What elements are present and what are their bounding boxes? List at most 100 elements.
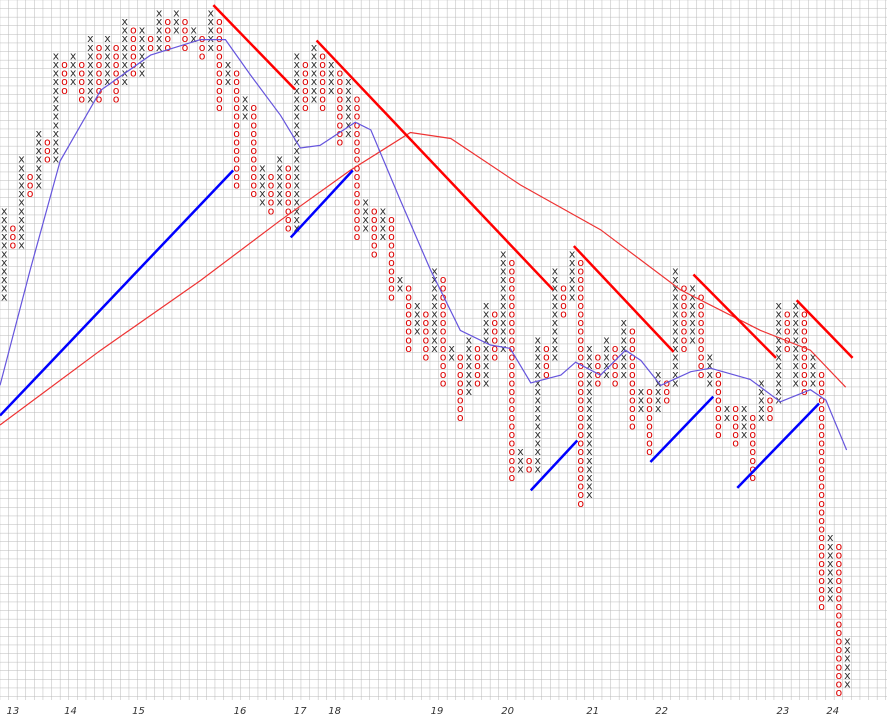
box-symbol: x [517, 454, 524, 467]
box-symbol: x [672, 325, 679, 338]
box-symbol: x [586, 351, 593, 364]
box-symbol: o [268, 187, 275, 200]
box-symbol: o [577, 385, 584, 398]
box-symbol: o [681, 282, 688, 295]
box-symbol: x [345, 101, 352, 114]
box-symbol: o [818, 480, 825, 493]
box-symbol: x [397, 282, 404, 295]
box-symbol: x [672, 376, 679, 389]
box-symbol: x [500, 342, 507, 355]
box-symbol: o [818, 428, 825, 441]
box-symbol: o [233, 144, 240, 157]
box-symbol: o [749, 462, 756, 475]
box-symbol: x [638, 394, 645, 407]
box-symbol: o [732, 402, 739, 415]
box-symbol: o [509, 394, 516, 407]
box-symbol: o [715, 368, 722, 381]
box-symbol: x [620, 351, 627, 364]
box-symbol: x [672, 290, 679, 303]
box-symbol: x [294, 67, 301, 80]
box-symbol: o [440, 308, 447, 321]
box-symbol: o [698, 342, 705, 355]
box-symbol: x [552, 308, 559, 321]
box-symbol: x [707, 368, 714, 381]
box-symbol: o [629, 333, 636, 346]
box-symbol: o [526, 462, 533, 475]
box-symbol: x [775, 325, 782, 338]
box-symbol: o [302, 75, 309, 88]
trend-line [212, 4, 296, 91]
box-symbol: o [10, 239, 17, 252]
box-symbol: x [603, 368, 610, 381]
box-symbol: x [810, 376, 817, 389]
box-symbol: o [577, 368, 584, 381]
box-symbol: x [259, 161, 266, 174]
box-symbol: x [793, 351, 800, 364]
box-symbol: x [620, 316, 627, 329]
box-symbol: o [543, 359, 550, 372]
box-symbol: o [577, 265, 584, 278]
box-symbol: x [569, 290, 576, 303]
box-symbol: x [431, 342, 438, 355]
box-symbol: x [758, 394, 765, 407]
box-symbol: o [577, 282, 584, 295]
x-tick-label: 17 [294, 706, 307, 717]
box-symbol: x [276, 153, 283, 166]
box-symbol: o [130, 67, 137, 80]
box-symbol: o [405, 308, 412, 321]
box-symbol: x [552, 273, 559, 286]
box-symbol: o [440, 351, 447, 364]
box-symbol: x [328, 75, 335, 88]
box-symbol: o [767, 402, 774, 415]
box-symbol: o [646, 437, 653, 450]
box-symbol: x [569, 273, 576, 286]
box-symbol: o [336, 67, 343, 80]
box-symbol: o [767, 394, 774, 407]
box-symbol: o [422, 342, 429, 355]
box-symbol: x [311, 92, 318, 105]
box-symbol: o [285, 196, 292, 209]
box-symbol: o [130, 32, 137, 45]
box-symbol: x [1, 239, 8, 252]
box-symbol: o [336, 110, 343, 123]
box-symbol: o [457, 359, 464, 372]
box-symbol: o [577, 445, 584, 458]
box-symbol: o [371, 239, 378, 252]
box-symbol: o [835, 600, 842, 613]
box-symbol: o [233, 127, 240, 140]
box-symbol: x [18, 239, 25, 252]
column: xxx [638, 385, 645, 415]
box-symbol: x [586, 359, 593, 372]
box-symbol: o [405, 316, 412, 329]
box-symbol: x [655, 394, 662, 407]
box-symbol: x [87, 49, 94, 62]
box-symbol: x [534, 445, 541, 458]
box-symbol: o [302, 84, 309, 97]
box-symbol: o [835, 609, 842, 622]
box-symbol: x [569, 282, 576, 295]
box-symbol: o [336, 84, 343, 97]
box-symbol: x [345, 92, 352, 105]
box-symbol: x [534, 351, 541, 364]
box-symbol: o [818, 497, 825, 510]
box-symbol: x [483, 376, 490, 389]
box-symbol: o [10, 221, 17, 234]
box-symbol: o [491, 342, 498, 355]
box-symbol: o [319, 49, 326, 62]
box-symbol: x [638, 402, 645, 415]
box-symbol: x [294, 75, 301, 88]
trend-line [795, 299, 854, 359]
